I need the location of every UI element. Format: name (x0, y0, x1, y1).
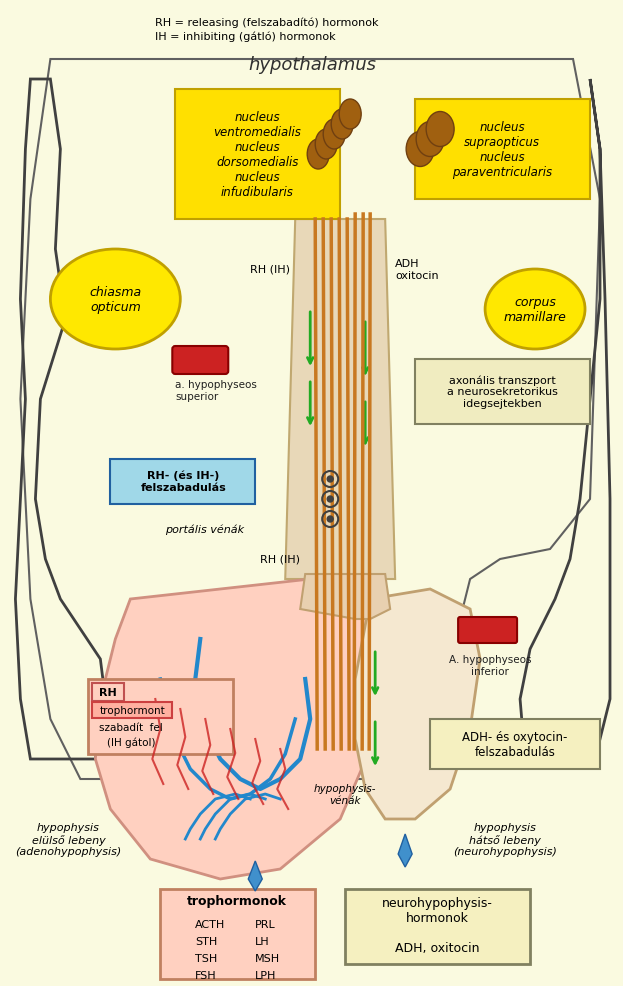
Text: LH: LH (255, 936, 270, 946)
Text: (IH gátol): (IH gátol) (107, 737, 156, 747)
Text: ADH
oxitocin: ADH oxitocin (395, 259, 439, 280)
Text: IH = inhibiting (gátló) hormonok: IH = inhibiting (gátló) hormonok (155, 32, 336, 42)
Text: corpus
mamillare: corpus mamillare (503, 296, 566, 323)
Circle shape (327, 476, 333, 482)
Text: PRL: PRL (255, 919, 276, 929)
Polygon shape (398, 834, 412, 867)
FancyBboxPatch shape (92, 702, 173, 718)
FancyBboxPatch shape (88, 679, 233, 754)
FancyBboxPatch shape (160, 889, 315, 979)
Text: hypophysis-
vénák: hypophysis- vénák (314, 784, 376, 805)
Text: RH: RH (100, 687, 117, 697)
Text: axonális transzport
a neurosekretorikus
idegsejtekben: axonális transzport a neurosekretorikus … (447, 375, 558, 408)
Text: szabadít  fel: szabadít fel (100, 723, 163, 733)
Ellipse shape (416, 122, 444, 158)
FancyBboxPatch shape (415, 360, 590, 425)
FancyBboxPatch shape (92, 683, 125, 701)
Text: MSH: MSH (255, 953, 280, 963)
FancyBboxPatch shape (110, 459, 255, 505)
Text: trophormont: trophormont (100, 705, 165, 715)
Text: ACTH: ACTH (195, 919, 226, 929)
Text: STH: STH (195, 936, 217, 946)
Text: RH (IH): RH (IH) (250, 264, 290, 275)
Text: hypophysis
hátső lebeny
(neurohypophysis): hypophysis hátső lebeny (neurohypophysis… (453, 822, 557, 856)
Ellipse shape (426, 112, 454, 147)
FancyBboxPatch shape (345, 889, 530, 964)
Text: hypophysis
elülső lebeny
(adenohypophysis): hypophysis elülső lebeny (adenohypophysi… (15, 822, 121, 856)
Text: RH = releasing (felszabadító) hormonok: RH = releasing (felszabadító) hormonok (155, 18, 379, 29)
Text: hypothalamus: hypothalamus (248, 56, 376, 74)
Ellipse shape (315, 130, 337, 160)
Text: chiasma
opticum: chiasma opticum (89, 286, 141, 314)
Text: neurohypophysis-
hormonok

ADH, oxitocin: neurohypophysis- hormonok ADH, oxitocin (382, 896, 493, 954)
Polygon shape (355, 590, 480, 819)
FancyBboxPatch shape (458, 617, 517, 643)
Text: FSH: FSH (195, 970, 217, 980)
Polygon shape (300, 575, 390, 619)
Text: portális vénák: portális vénák (165, 525, 244, 534)
Polygon shape (21, 60, 600, 779)
Text: TSH: TSH (195, 953, 217, 963)
FancyBboxPatch shape (175, 90, 340, 220)
FancyBboxPatch shape (415, 100, 590, 200)
Circle shape (327, 497, 333, 503)
Polygon shape (285, 220, 395, 580)
Polygon shape (95, 580, 380, 880)
Ellipse shape (339, 100, 361, 130)
Text: LPH: LPH (255, 970, 277, 980)
FancyBboxPatch shape (173, 347, 228, 375)
Ellipse shape (485, 270, 585, 350)
Polygon shape (248, 861, 262, 891)
Text: RH- (és IH-)
felszabadulás: RH- (és IH-) felszabadulás (140, 470, 226, 493)
Text: RH (IH): RH (IH) (260, 554, 300, 564)
Text: nucleus
supraopticus
nucleus
paraventricularis: nucleus supraopticus nucleus paraventric… (452, 121, 552, 178)
FancyBboxPatch shape (430, 719, 600, 769)
Text: a. hypophyseos
superior: a. hypophyseos superior (175, 380, 257, 401)
Ellipse shape (323, 120, 345, 150)
Text: A. hypophyseos
inferior: A. hypophyseos inferior (449, 655, 531, 676)
Text: ADH- és oxytocin-
felszabadulás: ADH- és oxytocin- felszabadulás (462, 731, 568, 758)
Text: nucleus
ventromedialis
nucleus
dorsomedialis
nucleus
infudibularis: nucleus ventromedialis nucleus dorsomedi… (213, 110, 301, 199)
Ellipse shape (331, 109, 353, 140)
Circle shape (327, 517, 333, 523)
Ellipse shape (307, 140, 329, 170)
Ellipse shape (50, 249, 180, 350)
Ellipse shape (406, 132, 434, 168)
Text: trophormonok: trophormonok (188, 894, 287, 907)
